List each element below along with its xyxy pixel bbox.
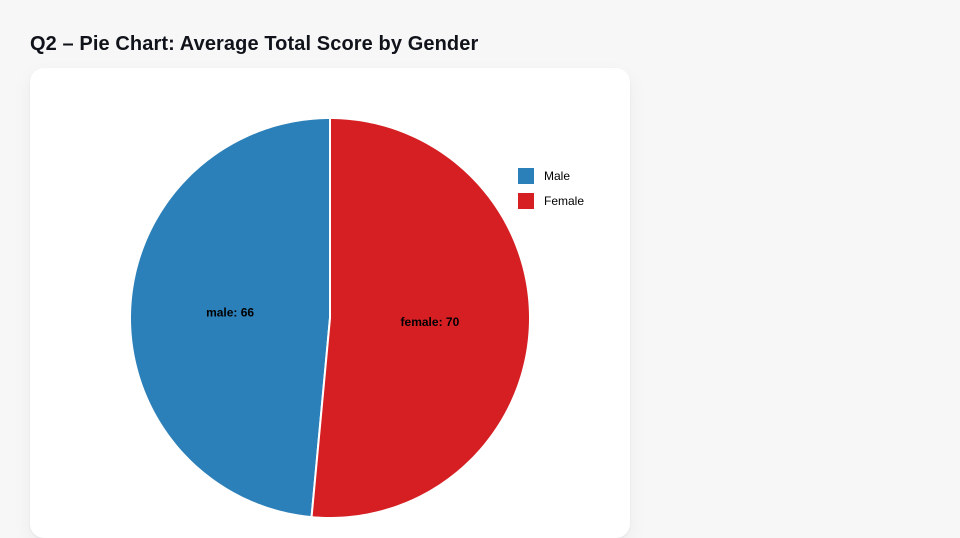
page-title: Q2 – Pie Chart: Average Total Score by G… [30,33,479,55]
chart-legend: Male Female [518,168,584,209]
pie-slice-male [129,117,331,519]
chart-card: male: 66 female: 70 Male Female [30,68,630,538]
pie-slice-label-male: male: 66 [206,306,254,320]
pie-slice-label-female: female: 70 [401,315,460,329]
pie-slice-female [310,117,531,519]
legend-swatch-male [518,168,534,184]
legend-label: Male [544,169,571,183]
legend-swatch-female [518,193,534,209]
legend-item-female: Female [518,193,584,209]
legend-item-male: Male [518,168,584,184]
pie-chart: male: 66 female: 70 [129,117,531,519]
legend-label: Female [544,194,585,208]
